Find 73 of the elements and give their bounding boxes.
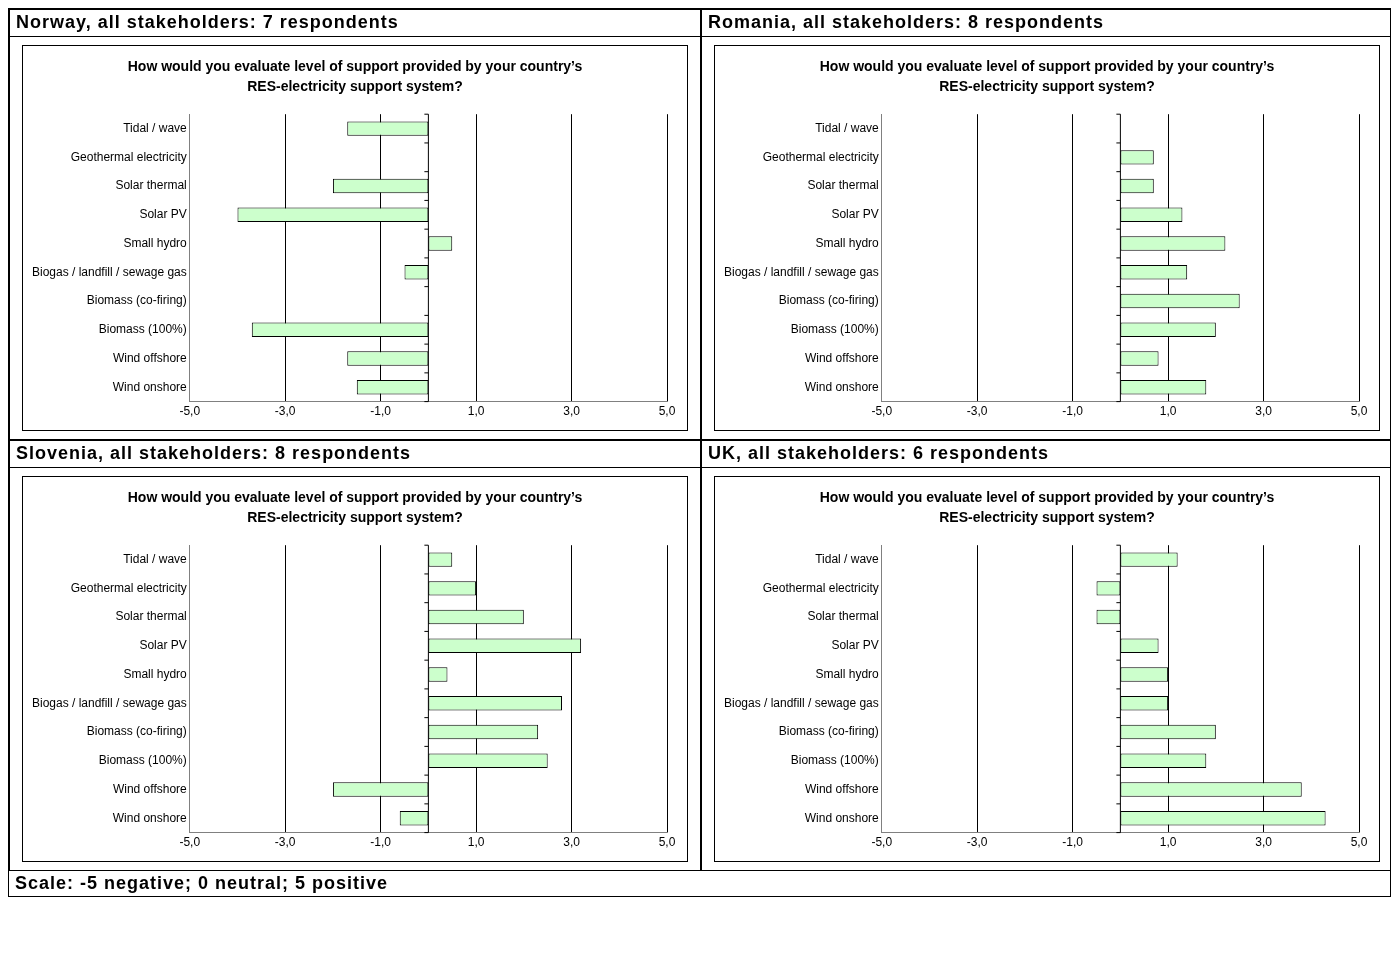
y-tick-label: Tidal / wave — [123, 120, 188, 135]
x-tick-label: -5,0 — [871, 835, 893, 850]
x-tick-label: 3,0 — [563, 835, 581, 850]
y-tick-label: Solar PV — [831, 207, 879, 222]
y-tick-label: Biogas / landfill / sewage gas — [723, 264, 879, 279]
y-tick-label: Small hydro — [123, 666, 188, 681]
y-tick-label: Biomass (co-firing) — [86, 724, 187, 739]
chart-title: Slovenia, all stakeholders: 8 respondents — [10, 441, 700, 468]
y-tick-label: Small hydro — [815, 666, 880, 681]
x-tick-label: 5,0 — [658, 404, 676, 419]
x-tick-label: 1,0 — [1159, 835, 1177, 850]
x-tick-label: -3,0 — [966, 835, 988, 850]
x-tick-label: 3,0 — [1255, 404, 1273, 419]
y-tick-label: Geothermal electricity — [762, 149, 879, 164]
y-tick-label: Small hydro — [123, 235, 188, 250]
y-tick-label: Wind offshore — [804, 350, 880, 365]
x-tick-label: -1,0 — [1062, 835, 1084, 850]
y-tick-label: Solar thermal — [807, 178, 879, 193]
x-tick-label: -3,0 — [966, 404, 988, 419]
y-tick-label: Biomass (co-firing) — [778, 724, 879, 739]
y-tick-label: Geothermal electricity — [70, 149, 187, 164]
y-tick-label: Small hydro — [815, 235, 880, 250]
chart-subtitle: How would you evaluate level of support provided by your country’s RES-electricity support system? — [818, 57, 1276, 96]
y-tick-label: Wind onshore — [112, 810, 188, 825]
chart-subtitle: How would you evaluate level of support provided by your country’s RES-electricity support system? — [126, 57, 584, 96]
x-tick-label: 1,0 — [467, 404, 485, 419]
y-tick-label: Solar PV — [139, 638, 187, 653]
x-tick-label: 5,0 — [1350, 835, 1368, 850]
x-tick-label: 3,0 — [563, 404, 581, 419]
y-tick-label: Wind offshore — [112, 350, 188, 365]
chart-subtitle: How would you evaluate level of support provided by your country’s RES-electricity support system? — [126, 488, 584, 527]
y-tick-label: Tidal / wave — [815, 120, 880, 135]
x-tick-label: 1,0 — [1159, 404, 1177, 419]
x-tick-label: -3,0 — [274, 404, 296, 419]
x-tick-label: -3,0 — [274, 835, 296, 850]
y-tick-label: Biomass (100%) — [98, 322, 187, 337]
x-tick-label: 3,0 — [1255, 835, 1273, 850]
y-tick-label: Solar thermal — [115, 178, 187, 193]
y-tick-label: Biomass (100%) — [790, 753, 879, 768]
y-tick-label: Tidal / wave — [815, 551, 880, 566]
chart-title: Romania, all stakeholders: 8 respondents — [702, 10, 1391, 37]
y-tick-label: Wind offshore — [112, 781, 188, 796]
y-tick-label: Solar thermal — [115, 609, 187, 624]
x-tick-label: 5,0 — [1350, 404, 1368, 419]
x-tick-label: -1,0 — [1062, 404, 1084, 419]
y-tick-label: Biomass (100%) — [790, 322, 879, 337]
y-tick-label: Wind offshore — [804, 781, 880, 796]
y-tick-label: Solar PV — [831, 638, 879, 653]
y-tick-label: Biomass (co-firing) — [86, 293, 187, 308]
chart-title: Norway, all stakeholders: 7 respondents — [10, 10, 700, 37]
chart-title: UK, all stakeholders: 6 respondents — [702, 441, 1391, 468]
y-tick-label: Solar PV — [139, 207, 187, 222]
x-tick-label: -5,0 — [179, 835, 201, 850]
y-tick-label: Biogas / landfill / sewage gas — [31, 695, 187, 710]
x-tick-label: -5,0 — [179, 404, 201, 419]
y-tick-label: Geothermal electricity — [762, 580, 879, 595]
x-tick-label: -1,0 — [370, 835, 392, 850]
y-tick-label: Biomass (co-firing) — [778, 293, 879, 308]
y-tick-label: Biogas / landfill / sewage gas — [31, 264, 187, 279]
x-tick-label: -5,0 — [871, 404, 893, 419]
y-tick-label: Biomass (100%) — [98, 753, 187, 768]
chart-subtitle: How would you evaluate level of support provided by your country’s RES-electricity support system? — [818, 488, 1276, 527]
y-tick-label: Tidal / wave — [123, 551, 188, 566]
x-tick-label: 1,0 — [467, 835, 485, 850]
y-tick-label: Geothermal electricity — [70, 580, 187, 595]
x-tick-label: -1,0 — [370, 404, 392, 419]
y-tick-label: Wind onshore — [112, 379, 188, 394]
y-tick-label: Wind onshore — [804, 810, 880, 825]
y-tick-label: Biogas / landfill / sewage gas — [723, 695, 879, 710]
x-tick-label: 5,0 — [658, 835, 676, 850]
y-tick-label: Solar thermal — [807, 609, 879, 624]
y-tick-label: Wind onshore — [804, 379, 880, 394]
text: Scale: -5 negative; 0 neutral; 5 positive — [14, 872, 390, 895]
